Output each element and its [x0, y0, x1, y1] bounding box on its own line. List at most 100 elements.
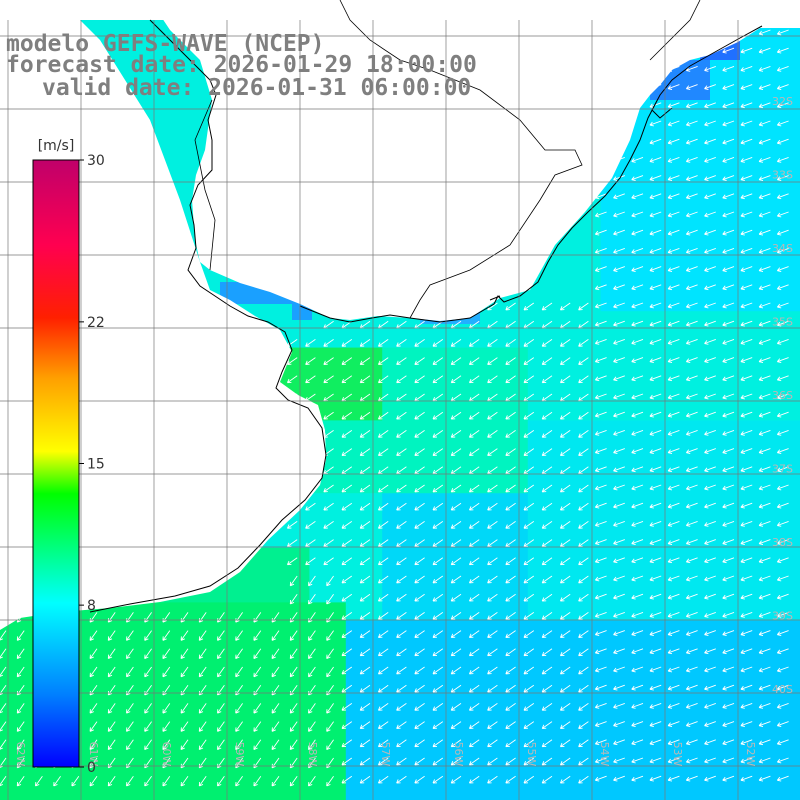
wind-arrow [289, 775, 298, 787]
wind-arrow [722, 102, 735, 109]
wind-arrow [704, 502, 716, 509]
wind-arrow [126, 775, 134, 787]
wind-arrow [323, 539, 334, 547]
wind-arrow [541, 593, 553, 602]
longitude-label: 60W [160, 742, 173, 767]
wind-arrow [377, 539, 389, 547]
wind-arrow [578, 375, 589, 384]
wind-arrow [776, 375, 789, 382]
wind-arrow [740, 684, 753, 691]
wind-arrow [107, 721, 116, 732]
wind-arrow [432, 539, 444, 547]
wind-arrow [667, 320, 680, 327]
wind-arrow [613, 557, 625, 564]
wind-arrow [704, 557, 716, 564]
wind-arrow [432, 684, 444, 693]
wind-arrow [505, 721, 516, 729]
wind-arrow [180, 630, 189, 641]
wind-arrow [685, 684, 698, 691]
wind-arrow [505, 539, 516, 547]
wind-arrow [523, 757, 535, 766]
wind-arrow [468, 703, 480, 711]
wind-arrow [377, 666, 389, 675]
wind-arrow [685, 448, 698, 454]
wind-arrow [468, 521, 480, 529]
wind-arrow [341, 648, 353, 657]
wind-arrow [758, 557, 771, 564]
wind-arrow [649, 284, 662, 291]
wind-arrow [578, 448, 589, 456]
wind-arrow [631, 757, 644, 764]
wind-arrow [523, 684, 535, 693]
wind-arrow [704, 484, 716, 491]
wind-arrow [667, 630, 680, 636]
wind-arrow [667, 120, 680, 127]
wind-arrow [541, 502, 553, 511]
wind-arrow [89, 703, 98, 714]
wind-arrow [235, 739, 243, 751]
wind-arrow [559, 521, 571, 529]
wind-arrow [758, 575, 771, 582]
wind-arrow [704, 120, 716, 127]
wind-arrow [326, 721, 334, 732]
wind-arrow [541, 430, 553, 438]
wind-arrow [740, 102, 753, 109]
wind-arrow [594, 375, 607, 382]
wind-arrow [613, 575, 625, 582]
wind-arrow [578, 757, 589, 766]
wind-arrow [578, 539, 589, 547]
wind-arrow [667, 466, 680, 473]
latitude-label: 34S [772, 242, 793, 255]
wind-arrow [487, 721, 498, 729]
wind-arrow [341, 357, 353, 365]
wind-arrow [704, 138, 716, 145]
latitude-label: 37S [772, 463, 793, 476]
wind-arrow [487, 648, 498, 657]
wind-arrow [450, 339, 462, 347]
wind-arrow [649, 357, 662, 363]
wind-arrow [253, 775, 262, 787]
wind-arrow [559, 484, 571, 493]
wind-arrow [341, 684, 353, 693]
wind-arrow [613, 666, 625, 673]
wind-arrow [450, 684, 462, 693]
wind-arrow [594, 721, 607, 727]
wind-arrow [667, 284, 680, 291]
wind-arrow [414, 612, 425, 620]
coastline [89, 19, 763, 613]
wind-arrow [414, 448, 425, 456]
wind-arrow [722, 411, 735, 418]
wind-arrow [776, 229, 789, 236]
wind-arrow [541, 557, 553, 566]
wind-arrow [631, 666, 644, 673]
wind-arrow [594, 411, 607, 418]
wind-arrow [414, 339, 425, 347]
wind-arrow [704, 375, 716, 382]
wind-arrow [594, 284, 607, 291]
wind-arrow [631, 211, 644, 218]
wind-arrow [667, 757, 680, 764]
wind-arrow [685, 520, 698, 527]
wind-arrow [559, 666, 571, 675]
wind-arrow [326, 775, 334, 787]
wind-arrow [758, 539, 771, 545]
wind-arrow [613, 648, 625, 655]
wind-arrow [505, 703, 516, 711]
wind-arrow [594, 648, 607, 655]
wind-arrow [667, 648, 680, 655]
wind-arrow [740, 575, 753, 582]
wind-arrow [722, 338, 735, 345]
wind-arrow [523, 521, 535, 529]
wind-arrow [523, 593, 535, 602]
wind-arrow [722, 429, 735, 436]
wind-arrow [414, 411, 425, 420]
latitude-labels: 32S 33S 34S 35S 36S 37S 38S 39S 40S [772, 95, 793, 696]
wind-arrow [740, 320, 753, 327]
wind-arrow [359, 757, 371, 766]
wind-arrow [740, 466, 753, 473]
wind-arrow [505, 411, 516, 420]
wind-arrow [758, 302, 771, 309]
wind-arrow [235, 666, 243, 678]
latitude-label: 40S [772, 683, 793, 696]
